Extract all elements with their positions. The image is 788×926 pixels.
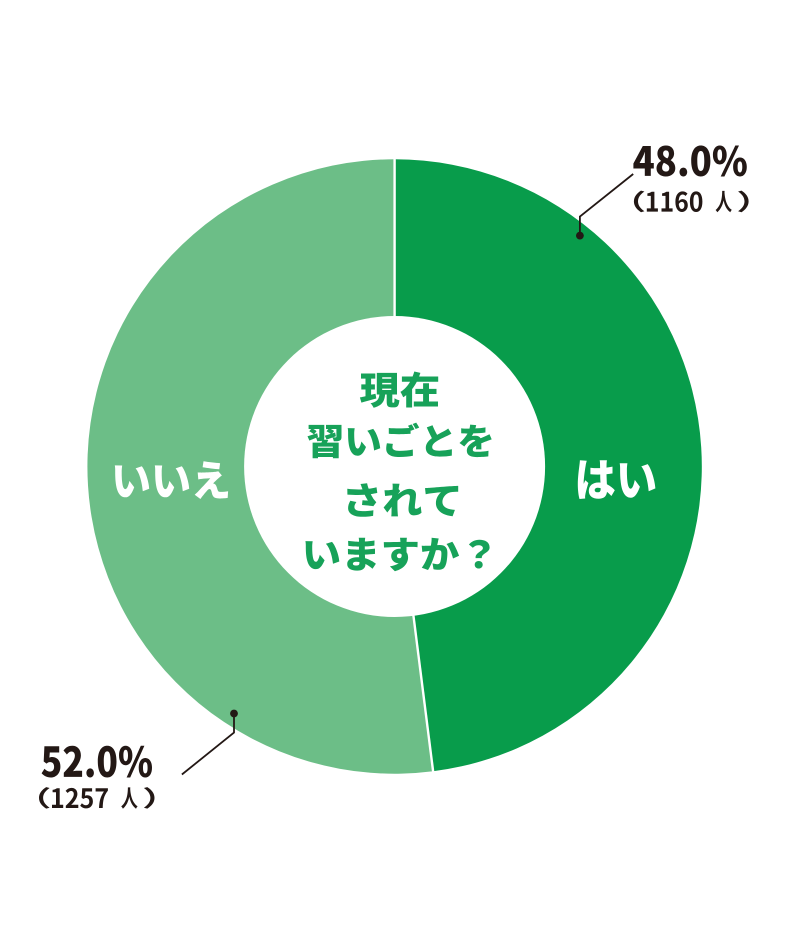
- center-question-line-1: [359, 371, 439, 408]
- slice-label-no-text: [114, 461, 229, 499]
- callout-no-dot: [230, 709, 238, 718]
- callout-yes: [576, 145, 749, 240]
- center-question-text: [305, 371, 492, 572]
- center-question-line-4: [305, 537, 490, 572]
- callout-yes-dot: [576, 231, 584, 240]
- callout-no: [39, 709, 238, 809]
- center-question-line-2: [307, 422, 492, 459]
- callout-yes-line: [579, 173, 634, 236]
- donut-hole: [244, 316, 546, 617]
- percent-label-yes-text: [633, 145, 747, 177]
- center-question-line-3: [347, 483, 459, 517]
- donut-slice-yes: [394, 159, 702, 772]
- slice-label-yes-text: [577, 460, 656, 499]
- count-label-no-text: [39, 787, 155, 809]
- callout-no-line: [181, 713, 235, 776]
- percent-label-no-text: [41, 745, 152, 778]
- count-label-yes-text: [633, 190, 749, 213]
